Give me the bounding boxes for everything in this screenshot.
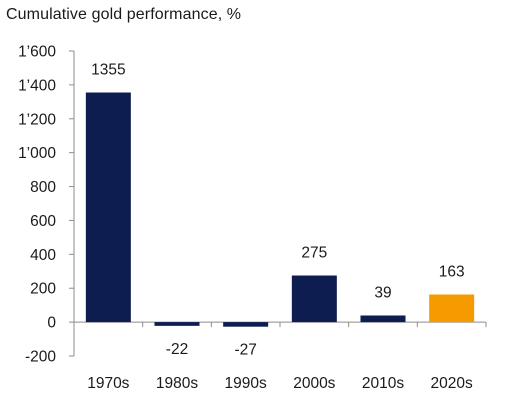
y-tick-label: 800 <box>30 179 56 196</box>
bar-2000s <box>291 275 337 323</box>
data-label: 1355 <box>91 62 125 79</box>
category-label: 1990s <box>225 375 267 392</box>
data-label: -22 <box>166 341 188 358</box>
category-label: 1970s <box>87 375 129 392</box>
category-label: 2010s <box>362 375 404 392</box>
y-tick-label: 1’200 <box>18 111 56 128</box>
category-label: 1980s <box>156 375 198 392</box>
data-label: 39 <box>374 285 391 302</box>
category-label: 2020s <box>431 375 473 392</box>
axes <box>69 50 487 357</box>
y-tick-label: 200 <box>30 281 56 298</box>
bars <box>85 92 475 327</box>
data-label: 163 <box>439 263 465 280</box>
labels: -200 0 200 400 600 800 1’000 1’200 1’400 1’600 135… <box>18 44 473 393</box>
y-tick-label: 600 <box>30 213 56 230</box>
data-label: -27 <box>234 342 256 359</box>
y-tick-label: 400 <box>30 247 56 264</box>
y-tick-label: 1’000 <box>18 145 56 162</box>
bar-1990s <box>223 322 269 327</box>
category-label: 2000s <box>293 375 335 392</box>
bar-2010s <box>360 315 406 323</box>
data-label: 275 <box>301 245 327 262</box>
y-tick-label: 0 <box>47 315 56 332</box>
bar-2020s <box>429 294 475 323</box>
chart-title: Cumulative gold performance, % <box>6 6 242 23</box>
bar-1970s <box>85 92 131 323</box>
bar-1980s <box>154 322 200 326</box>
y-tick-label: 1’400 <box>18 77 56 94</box>
y-tick-label: -200 <box>25 349 56 366</box>
y-tick-label: 1’600 <box>18 44 56 61</box>
